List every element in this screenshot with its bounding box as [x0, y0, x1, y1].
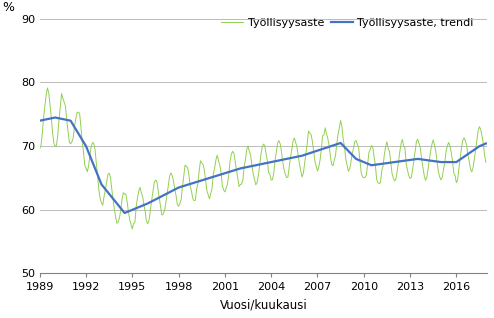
X-axis label: Vuosi/kuukausi: Vuosi/kuukausi — [219, 298, 307, 311]
Työllisyysaste — [279, 150, 285, 154]
Työllisyysaste, trendi — [52, 116, 58, 120]
Työllisyysaste, trendi — [37, 119, 42, 123]
Työllisyysaste, trendi — [483, 142, 489, 145]
Line: Työllisyysaste, trendi: Työllisyysaste, trendi — [40, 118, 486, 213]
Y-axis label: %: % — [2, 1, 14, 14]
Työllisyysaste, trendi — [200, 178, 206, 182]
Työllisyysaste — [179, 184, 185, 188]
Työllisyysaste — [250, 172, 256, 176]
Työllisyysaste — [200, 162, 206, 166]
Työllisyysaste — [340, 137, 346, 141]
Työllisyysaste, trendi — [160, 194, 166, 197]
Työllisyysaste — [129, 227, 135, 231]
Työllisyysaste — [37, 147, 42, 150]
Työllisyysaste — [483, 160, 489, 164]
Työllisyysaste, trendi — [279, 158, 285, 162]
Legend: Työllisyysaste, Työllisyysaste, trendi: Työllisyysaste, Työllisyysaste, trendi — [216, 14, 478, 33]
Työllisyysaste, trendi — [250, 164, 256, 168]
Line: Työllisyysaste: Työllisyysaste — [40, 88, 486, 229]
Työllisyysaste — [160, 212, 166, 216]
Työllisyysaste, trendi — [122, 211, 127, 215]
Työllisyysaste, trendi — [179, 184, 185, 188]
Työllisyysaste, trendi — [340, 144, 346, 148]
Työllisyysaste — [44, 86, 50, 90]
